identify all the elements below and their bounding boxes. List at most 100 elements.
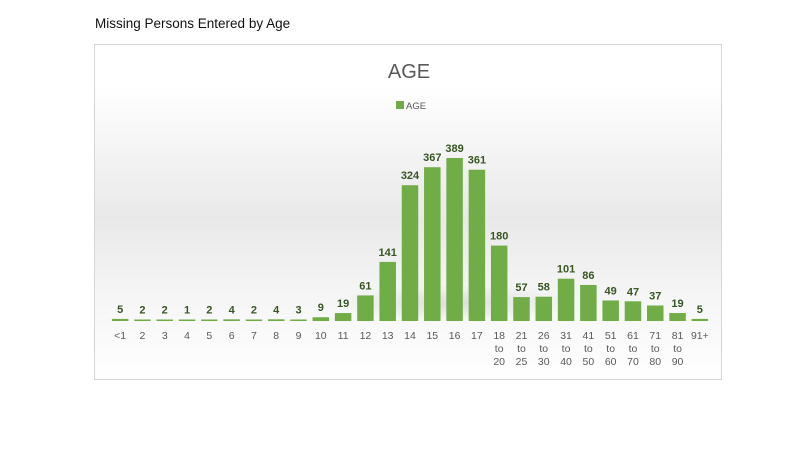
- data-label-9: 3: [295, 305, 301, 317]
- tick-label-19-line-1: 21: [516, 330, 528, 342]
- tick-label-11: 11: [338, 330, 349, 342]
- bar-3: [156, 319, 173, 321]
- tick-label-10: 10: [315, 330, 327, 342]
- tick-label-17: 17: [471, 330, 483, 342]
- page-heading: Missing Persons Entered by Age: [95, 16, 291, 31]
- tick-label-24-line-1: 61: [627, 330, 639, 342]
- bar-13: [379, 261, 396, 321]
- bar-15: [424, 167, 441, 321]
- bar-21: [557, 278, 575, 321]
- tick-label-20-line-2: to: [539, 343, 548, 355]
- bar-6: [223, 319, 240, 321]
- tick-label-3: 3: [162, 330, 168, 342]
- data-label-8: 4: [273, 304, 280, 316]
- tick-label-9: 9: [296, 330, 302, 342]
- data-label-14: 324: [401, 170, 420, 182]
- bar-27: [691, 318, 709, 321]
- tick-label-19-line-3: 25: [516, 356, 528, 368]
- tick-label-22-line-2: to: [584, 343, 593, 355]
- tick-label-26-line-2: to: [673, 343, 682, 355]
- bar-12: [357, 295, 374, 321]
- bar-22: [580, 284, 597, 321]
- tick-label-21-line-1: 31: [560, 330, 572, 342]
- tick-label-12: 12: [360, 330, 372, 342]
- tick-label-23-line-2: to: [606, 343, 615, 355]
- data-label-26: 19: [671, 298, 683, 310]
- data-label-22: 86: [582, 270, 594, 282]
- bar-4: [178, 319, 196, 321]
- legend-label: AGE: [406, 101, 426, 112]
- tick-label-21-line-3: 40: [560, 356, 572, 368]
- data-label-21: 101: [557, 264, 575, 276]
- tick-label-13: 13: [382, 330, 394, 342]
- bar-24: [624, 301, 642, 321]
- tick-label-18-line-1: 18: [493, 330, 505, 342]
- tick-label-8: 8: [273, 330, 279, 342]
- bar-20: [535, 296, 553, 321]
- data-label-12: 61: [359, 280, 371, 292]
- bar-2: [134, 319, 151, 321]
- tick-label-5: 5: [206, 330, 212, 342]
- data-label-3: 2: [162, 305, 168, 317]
- tick-label-23-line-1: 51: [605, 330, 617, 342]
- tick-label-23-line-3: 60: [605, 356, 617, 368]
- data-label-11: 19: [337, 298, 349, 310]
- legend-swatch: [396, 101, 404, 109]
- data-label-20: 58: [538, 282, 550, 294]
- data-label-2: 2: [139, 305, 145, 317]
- data-label-5: 2: [206, 305, 212, 317]
- bar-26: [669, 313, 686, 321]
- data-label-10: 9: [318, 302, 324, 314]
- bar-10: [312, 317, 330, 321]
- data-label-7: 2: [251, 305, 257, 317]
- data-label-27: 5: [697, 304, 703, 316]
- data-label-15: 367: [423, 152, 441, 164]
- data-label-24: 47: [627, 286, 639, 298]
- tick-label-6: 6: [229, 330, 235, 342]
- bar-1: [111, 318, 129, 321]
- tick-label-26-line-3: 90: [672, 356, 684, 368]
- tick-label-15: 15: [426, 330, 438, 342]
- tick-label-22-line-1: 41: [583, 330, 595, 342]
- tick-label-19-line-2: to: [517, 343, 526, 355]
- tick-label-25-line-3: 80: [649, 356, 661, 368]
- bar-8: [267, 319, 285, 321]
- data-label-17: 361: [468, 155, 486, 167]
- tick-label-16: 16: [449, 330, 461, 342]
- data-label-23: 49: [605, 285, 617, 297]
- bar-9: [290, 319, 307, 321]
- bar-11: [334, 313, 352, 321]
- data-label-1: 5: [117, 304, 123, 316]
- data-label-13: 141: [379, 247, 397, 259]
- chart-container: AGE AGE 5 <1 2 2 2 3 1 4 2 5 4 6 2 7 4 8 3 9 9 10 19 11 61 12 141 1…: [94, 44, 722, 380]
- bar-18: [490, 245, 508, 321]
- tick-label-1: <1: [114, 330, 126, 342]
- bar-16: [446, 157, 463, 321]
- bar-25: [647, 305, 664, 321]
- tick-label-18-line-3: 20: [493, 356, 505, 368]
- data-label-18: 180: [490, 231, 508, 243]
- data-label-25: 37: [649, 291, 661, 303]
- tick-label-7: 7: [251, 330, 257, 342]
- data-label-4: 1: [184, 305, 190, 317]
- bar-chart: AGEAGE5<12223142546274839910191161121411…: [111, 61, 709, 368]
- data-label-16: 389: [445, 143, 463, 155]
- bar-23: [602, 300, 619, 321]
- tick-label-24-line-2: to: [629, 343, 638, 355]
- tick-label-24-line-3: 70: [627, 356, 639, 368]
- tick-label-21-line-2: to: [562, 343, 571, 355]
- bar-7: [245, 319, 263, 321]
- tick-label-4: 4: [184, 330, 190, 342]
- tick-label-22-line-3: 50: [583, 356, 595, 368]
- chart-title: AGE: [388, 61, 430, 83]
- tick-label-27: 91+: [691, 330, 709, 342]
- tick-label-20-line-3: 30: [538, 356, 550, 368]
- bar-17: [468, 169, 486, 321]
- data-label-19: 57: [515, 282, 527, 294]
- tick-label-25-line-1: 71: [649, 330, 661, 342]
- bar-14: [401, 185, 419, 321]
- bar-5: [201, 319, 218, 321]
- tick-label-26-line-1: 81: [672, 330, 684, 342]
- tick-label-20-line-1: 26: [538, 330, 550, 342]
- bar-19: [513, 297, 530, 321]
